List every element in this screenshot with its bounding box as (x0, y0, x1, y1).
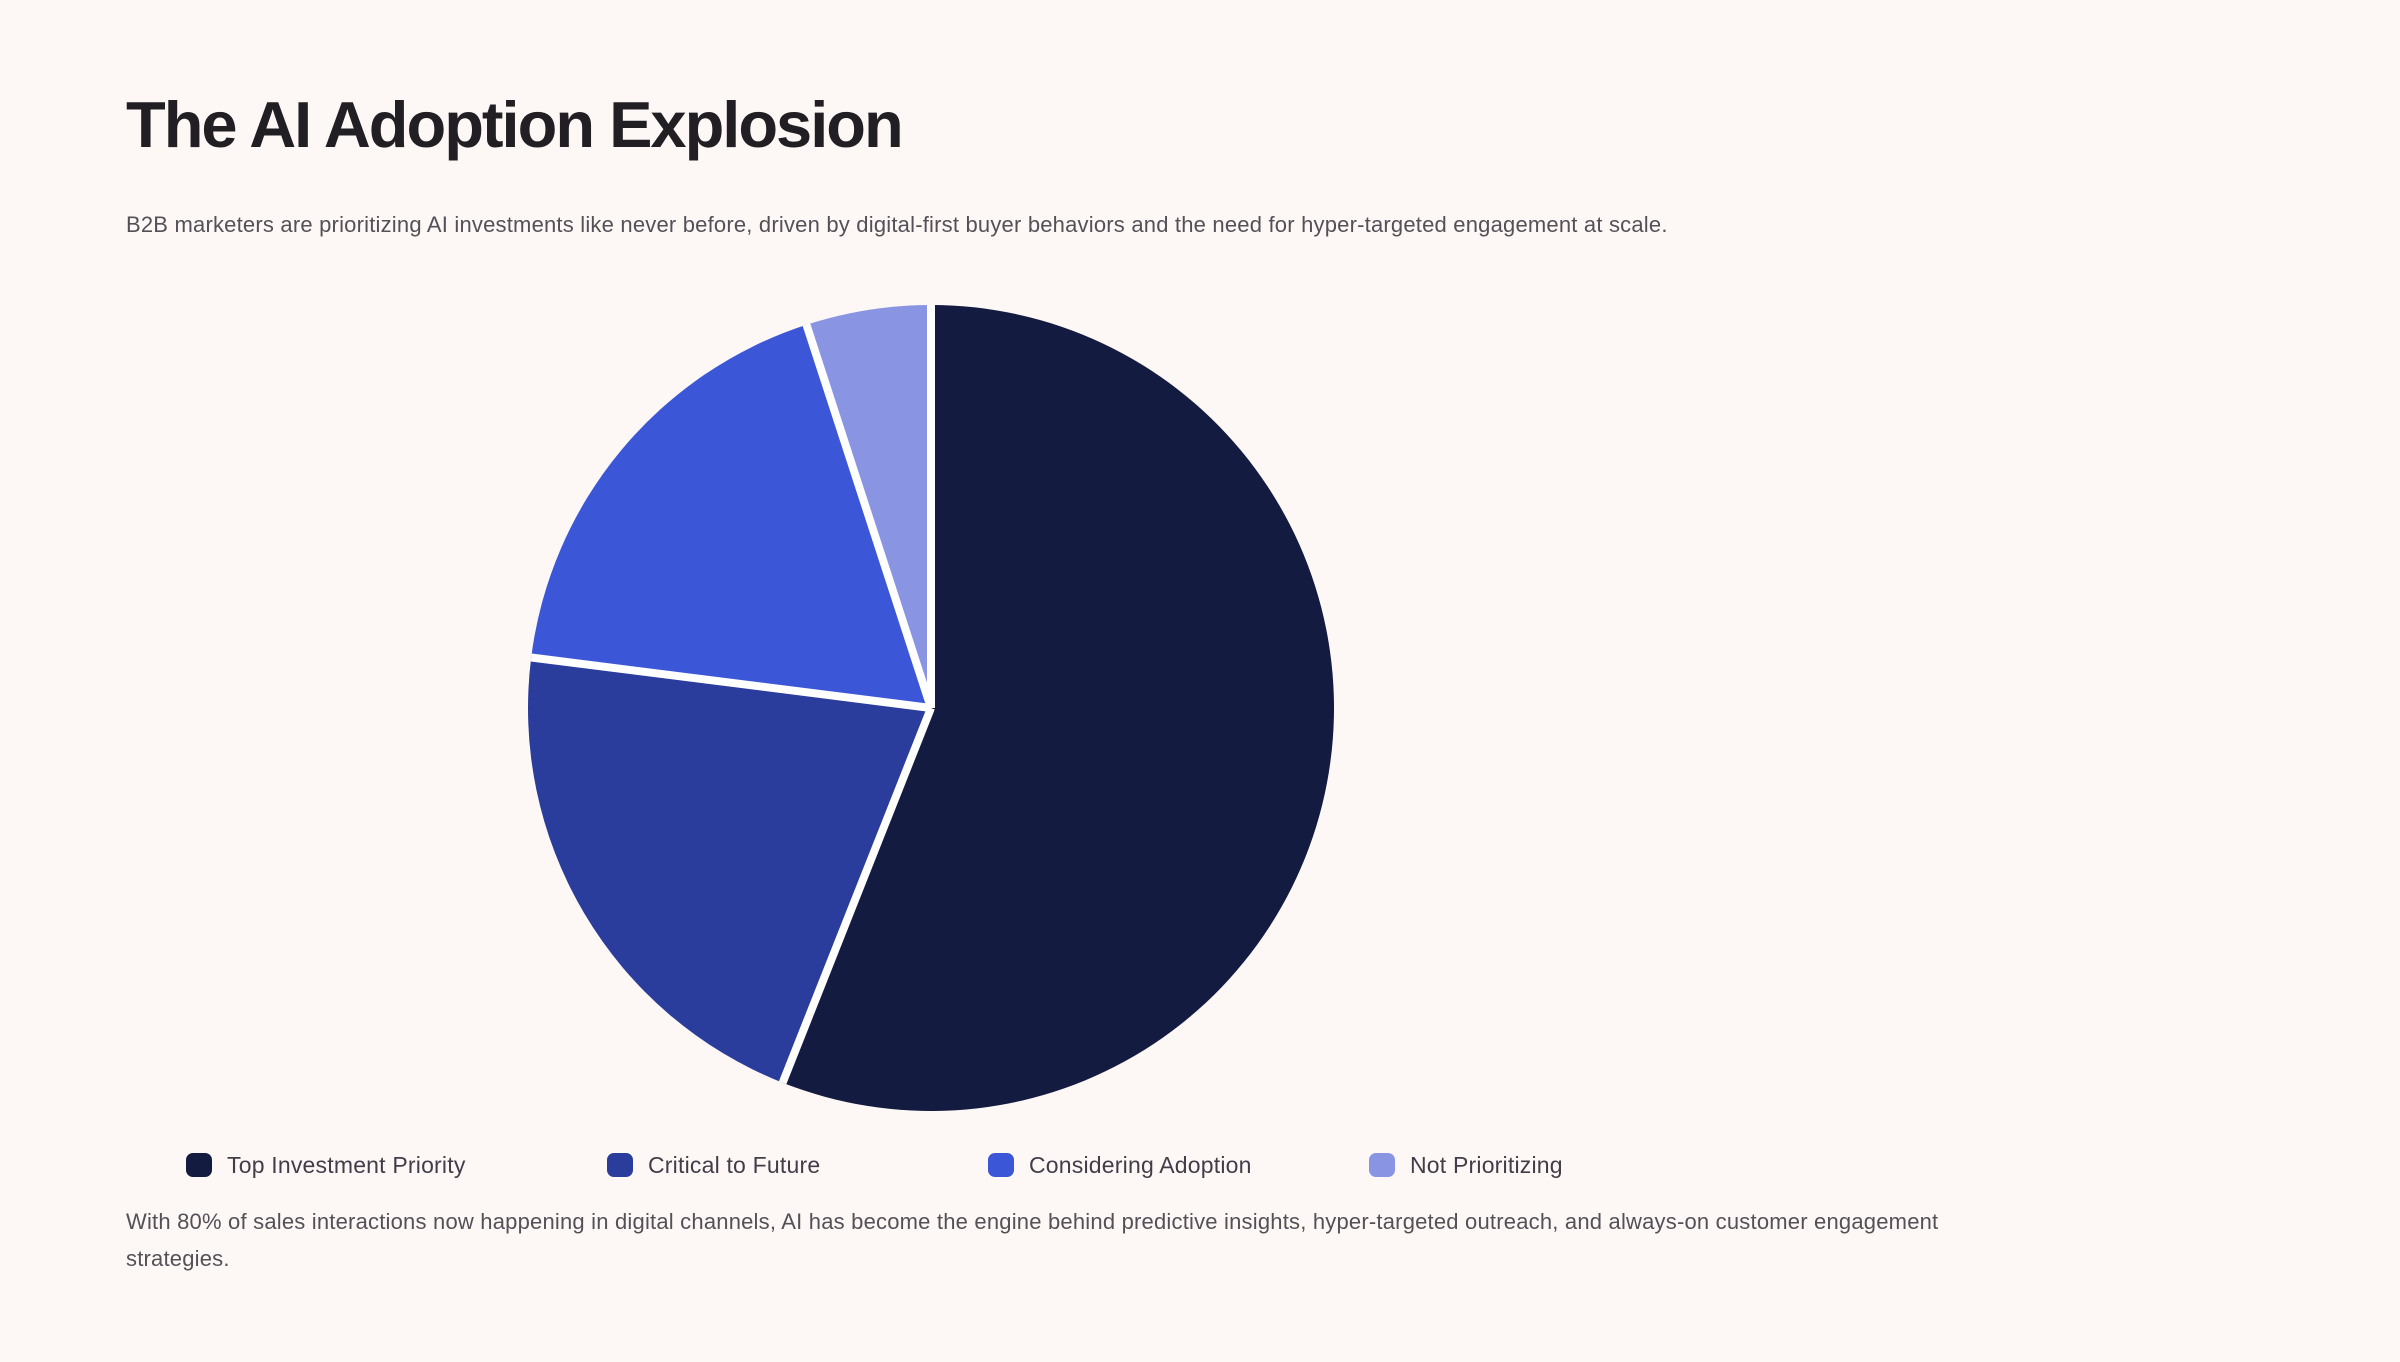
slice-separator (530, 653, 932, 712)
footer-line-2: strategies. (126, 1246, 230, 1271)
pie-chart (528, 305, 1335, 1111)
legend-item-top-investment-priority: Top Investment Priority (186, 1147, 466, 1183)
legend-item-considering-adoption: Considering Adoption (988, 1147, 1252, 1183)
legend-label: Top Investment Priority (227, 1151, 466, 1178)
legend-item-critical-to-future: Critical to Future (607, 1147, 820, 1183)
legend-swatch (607, 1153, 633, 1177)
footer-line-1: With 80% of sales interactions now happe… (126, 1209, 1939, 1234)
pie-slice-2 (531, 324, 931, 708)
legend-label: Not Prioritizing (1410, 1151, 1563, 1178)
slice-separator (778, 706, 935, 1085)
legend-swatch (1369, 1153, 1395, 1177)
legend-swatch (186, 1153, 212, 1177)
page-subtitle: B2B marketers are prioritizing AI invest… (126, 212, 1668, 237)
footer-note: With 80% of sales interactions now happe… (126, 1203, 2286, 1277)
legend-swatch (988, 1153, 1014, 1177)
pie-chart-svg (528, 305, 1335, 1111)
chart-legend: Top Investment Priority Critical to Futu… (0, 1147, 2400, 1183)
pie-slice-0 (782, 305, 1335, 1111)
legend-item-not-prioritizing: Not Prioritizing (1369, 1147, 1563, 1183)
legend-label: Critical to Future (648, 1151, 821, 1178)
page-title: The AI Adoption Explosion (126, 88, 904, 161)
legend-label: Considering Adoption (1029, 1151, 1252, 1178)
pie-slice-1 (528, 657, 931, 1083)
slice-separator (802, 323, 935, 710)
